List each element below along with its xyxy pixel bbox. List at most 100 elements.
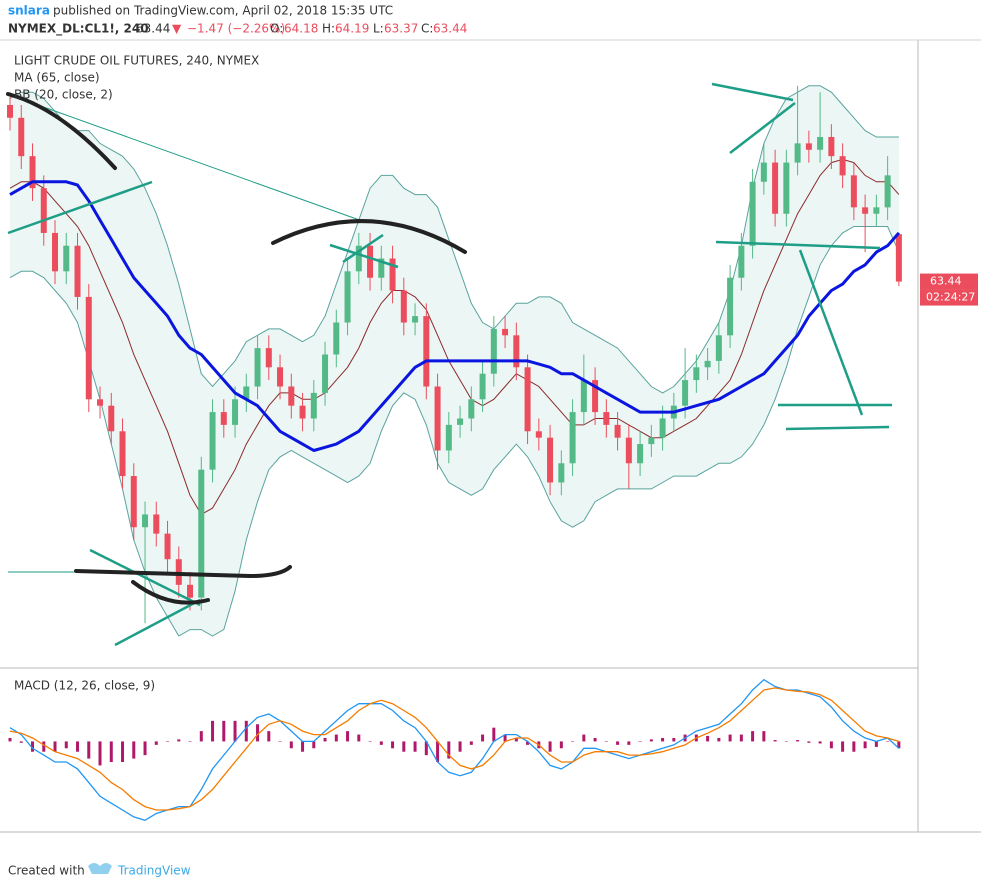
histogram-bar	[447, 741, 451, 759]
candle-body	[760, 162, 767, 182]
histogram-bar	[897, 741, 901, 749]
trend-line	[7, 180, 153, 235]
histogram-bar	[762, 731, 766, 742]
footer-brand[interactable]: TradingView	[117, 864, 191, 878]
last-price: 63.44	[136, 22, 170, 36]
candle-body	[333, 322, 340, 355]
candle-body	[63, 245, 70, 272]
histogram-bar	[458, 741, 462, 752]
candle-body	[119, 431, 126, 477]
histogram-bar	[559, 741, 563, 749]
indicator-label: BB (20, close, 2)	[14, 88, 113, 102]
candle-body	[220, 412, 227, 425]
price-change: −1.47 (−2.26%)	[187, 22, 285, 36]
candle-body	[457, 418, 464, 425]
open-value: 64.18	[284, 22, 318, 36]
down-arrow: ▼	[172, 22, 182, 36]
macd-title: MACD (12, 26, close, 9)	[14, 679, 155, 693]
histogram-bar	[64, 741, 68, 749]
trend-line	[729, 102, 796, 154]
candle-body	[592, 380, 599, 413]
candle-body	[254, 348, 261, 387]
candle-body	[625, 437, 632, 464]
candle-body	[502, 328, 509, 336]
candle-body	[18, 117, 25, 157]
trend-line	[9, 94, 366, 223]
histogram-bar	[391, 741, 395, 749]
candle-body	[580, 380, 587, 413]
candle-body	[468, 399, 475, 419]
histogram-bar	[256, 724, 260, 742]
histogram-bar	[53, 741, 57, 752]
ma-line	[9, 180, 901, 452]
histogram-bar	[863, 741, 867, 749]
countdown-label: 02:24:27	[926, 291, 975, 304]
histogram-bar	[717, 737, 721, 742]
histogram-bar	[402, 741, 406, 752]
macd-line	[9, 678, 900, 822]
histogram-bar	[807, 741, 811, 743]
candle-body	[299, 405, 306, 419]
trend-line	[785, 425, 890, 431]
histogram-bar	[379, 741, 383, 745]
candle-body	[783, 162, 790, 214]
histogram-bar	[841, 741, 845, 752]
histogram-bar	[301, 741, 305, 752]
candle-body	[817, 136, 824, 150]
histogram-bar	[222, 720, 226, 742]
histogram-bar	[346, 731, 350, 742]
histogram-bar	[289, 741, 293, 749]
high-value: 64.19	[335, 22, 369, 36]
histogram-bar	[244, 720, 248, 742]
candle-body	[265, 348, 272, 368]
histogram-bar	[357, 734, 361, 742]
trend-line	[114, 598, 201, 647]
candle-body	[209, 412, 216, 470]
candle-body	[535, 431, 542, 438]
histogram-bar	[121, 741, 125, 763]
last-price-tag	[920, 273, 978, 290]
candle-body	[7, 104, 14, 118]
histogram-bar	[436, 741, 440, 763]
candle-body	[74, 245, 81, 297]
candle-body	[445, 424, 452, 451]
candle-body	[659, 418, 666, 438]
chart-title: LIGHT CRUDE OIL FUTURES, 240, NYMEX	[14, 54, 259, 68]
histogram-bar	[31, 741, 35, 752]
histogram-bar	[154, 741, 158, 745]
logo-icon	[88, 863, 112, 874]
symbol: NYMEX_DL:CL1!, 240	[8, 22, 149, 37]
histogram-bar	[312, 741, 316, 749]
candle-body	[164, 533, 171, 560]
arc-drawing	[271, 219, 467, 254]
candle-body	[873, 207, 880, 214]
tradingview-logo[interactable]: TradingView	[88, 863, 191, 878]
histogram-bar	[492, 727, 496, 742]
candle-body	[693, 367, 700, 381]
author[interactable]: snlara	[8, 4, 50, 18]
histogram-bar	[739, 734, 743, 742]
histogram-bar	[773, 740, 777, 742]
histogram-bar	[368, 741, 372, 742]
histogram-bar	[874, 741, 878, 747]
histogram-bar	[604, 741, 608, 742]
histogram-bar	[413, 741, 417, 752]
histogram-bar	[571, 741, 575, 742]
histogram-bar	[143, 741, 147, 756]
histogram-bar	[334, 734, 338, 742]
histogram-bar	[199, 731, 203, 742]
indicator-label: MA (65, close)	[14, 71, 100, 85]
ohlc-label: H:	[322, 22, 335, 36]
trend-line	[342, 233, 384, 264]
candle-body	[243, 386, 250, 400]
ohlc-label: C:	[421, 22, 433, 36]
candle-body	[288, 386, 295, 406]
candle-body	[682, 380, 689, 406]
candle-body	[310, 392, 317, 419]
histogram-bar	[132, 741, 136, 759]
histogram-bar	[593, 737, 597, 742]
trend-line	[329, 243, 399, 269]
candle-body	[434, 386, 441, 451]
histogram-bar	[638, 741, 642, 742]
